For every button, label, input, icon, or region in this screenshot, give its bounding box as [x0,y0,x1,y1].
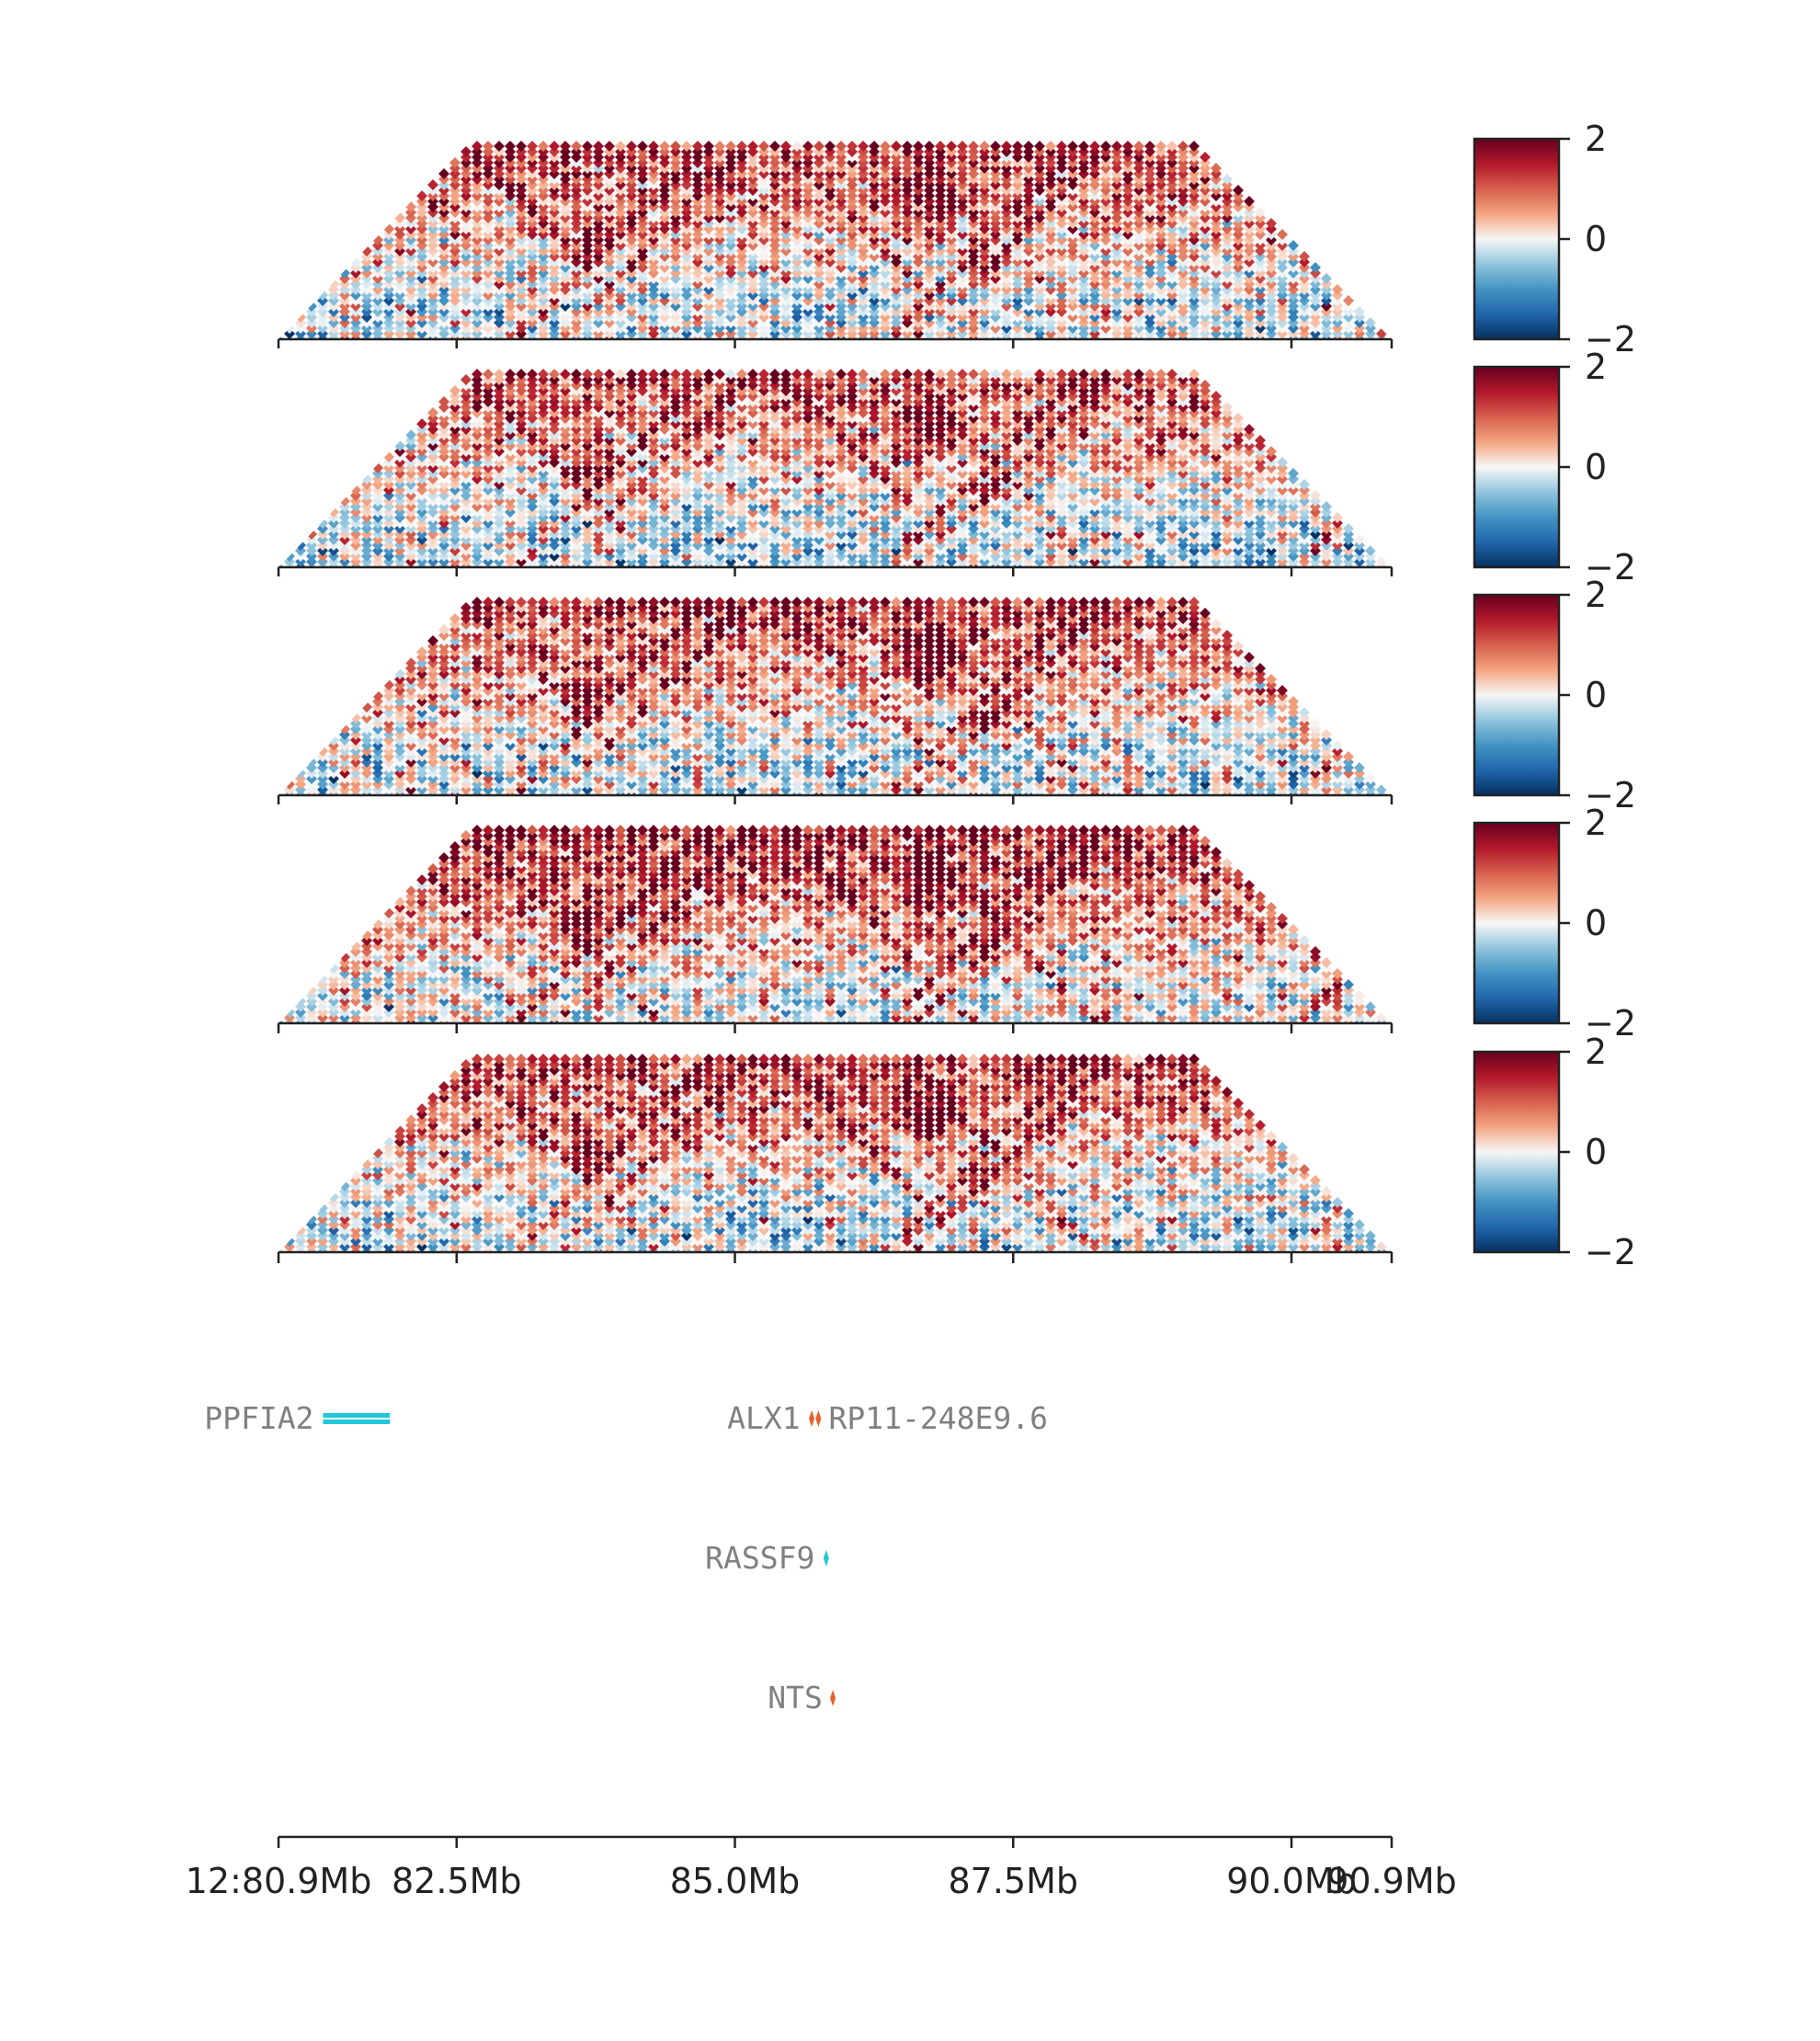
heatmap-cell [758,141,769,152]
heatmap-cell [670,141,681,152]
heatmap-cell [582,141,593,152]
heatmap-cell [802,141,813,152]
heatmap-cell [924,141,935,152]
heatmap-cell [769,141,780,152]
heatmap-cell [648,141,659,152]
heatmap-cell [505,141,516,152]
panel-mask [0,339,1820,348]
heatmap-cell [494,141,505,152]
heatmap-cell [681,141,692,152]
heatmap-panels [0,120,1820,1263]
heatmap-cell [714,141,725,152]
heatmap-cell [571,141,582,152]
panel-mask [0,120,1820,139]
heatmap-cell [858,141,869,152]
heatmap-cell [913,141,924,152]
heatmap-cell [604,141,615,152]
heatmap-cell [516,141,527,152]
heatmap-cell [825,141,836,152]
heatmap-cell [747,141,758,152]
heatmap-cell [725,141,736,152]
heatmap-cell [472,141,483,152]
heatmap-cell [483,141,494,152]
heatmap-cell [891,141,902,152]
heatmap-cell [847,141,858,152]
heatmap-cell [615,141,626,152]
heatmap-panel-1 [0,120,1820,350]
heatmap-cell [791,141,802,152]
heatmap-cell [659,141,670,152]
heatmap-cell [780,141,791,152]
heatmap-cell [703,141,714,152]
heatmap-cell [626,141,637,152]
heatmap-cell [549,141,560,152]
heatmap-cell [902,141,913,152]
heatmap-cell [880,141,891,152]
heatmap-cell [527,141,538,152]
heatmap-cell [836,141,847,152]
heatmap-cell [869,141,880,152]
heatmap-cell [692,141,703,152]
heatmap-cell [538,141,549,152]
heatmap-cell [593,141,604,152]
heatmap-cell [736,141,747,152]
heatmap-cell [560,141,571,152]
heatmap-cell [813,141,825,152]
heatmap-cell [637,141,648,152]
